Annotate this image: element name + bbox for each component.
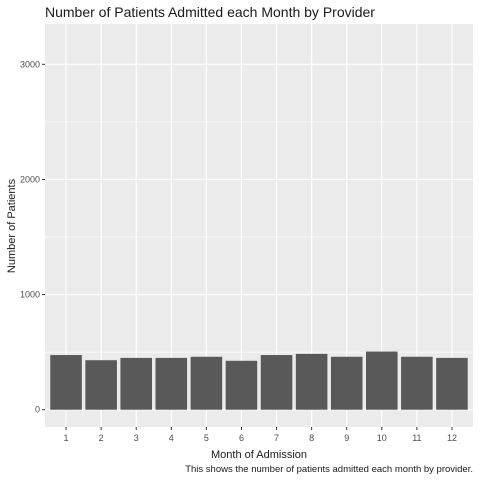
bar-month-7: [260, 355, 293, 410]
bar-month-6: [225, 360, 258, 410]
x-tick-label: 6: [239, 433, 244, 443]
bar-month-4: [155, 357, 188, 410]
minor-gridlines: [45, 121, 473, 353]
y-tick-label: 2000: [20, 174, 40, 184]
x-tick-label: 3: [134, 433, 139, 443]
x-tick-label: 1: [64, 433, 69, 443]
x-tick-label: 11: [412, 433, 421, 443]
chart-title: Number of Patients Admitted each Month b…: [45, 4, 375, 20]
x-tick-label: 5: [204, 433, 209, 443]
x-tick-label: 7: [274, 433, 279, 443]
bar-month-5: [190, 356, 223, 410]
bar-month-10: [366, 351, 398, 410]
x-tick-label: 10: [377, 433, 387, 443]
y-tick-label: 3000: [20, 59, 40, 69]
x-tick-label: 2: [99, 433, 104, 443]
x-tick-label: 12: [447, 433, 457, 443]
y-axis-title: Number of Patients: [6, 178, 18, 273]
x-tick-label: 9: [344, 433, 349, 443]
x-tick-label: 4: [169, 433, 174, 443]
bar-month-8: [295, 353, 328, 410]
y-axis: 0 1000 2000 3000: [20, 59, 45, 415]
x-axis-title: Month of Admission: [211, 449, 307, 461]
bar-month-2: [85, 360, 117, 410]
bar-month-11: [401, 356, 433, 410]
bar-month-9: [330, 356, 363, 410]
bar-month-12: [436, 357, 468, 410]
y-tick-label: 1000: [20, 290, 40, 300]
x-axis: 1 2 3 4 5 6 7 8 9 10 11 12: [64, 427, 457, 443]
y-tick-label: 0: [35, 405, 40, 415]
bar-month-1: [50, 355, 82, 410]
x-tick-label: 8: [309, 433, 314, 443]
bar-month-3: [120, 357, 152, 410]
chart-caption: This shows the number of patients admitt…: [185, 464, 473, 475]
bars: [50, 351, 468, 410]
